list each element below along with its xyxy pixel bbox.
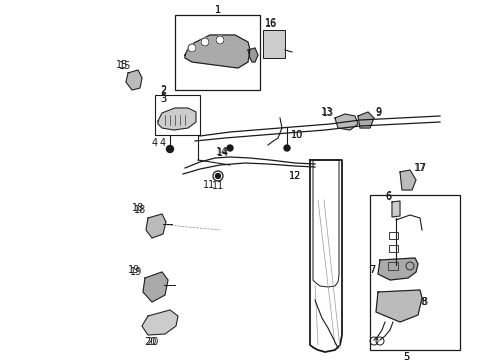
Text: 5: 5 xyxy=(403,352,409,360)
Text: 14: 14 xyxy=(216,147,228,157)
Text: 13: 13 xyxy=(321,107,333,117)
Text: 7: 7 xyxy=(369,265,375,275)
Circle shape xyxy=(201,38,209,46)
Text: 1: 1 xyxy=(215,5,221,15)
Text: 6: 6 xyxy=(385,191,391,201)
Text: 11: 11 xyxy=(203,180,215,190)
Polygon shape xyxy=(185,35,250,68)
Circle shape xyxy=(216,174,220,179)
Text: 19: 19 xyxy=(130,267,142,277)
Text: 14: 14 xyxy=(217,148,229,158)
Bar xyxy=(263,30,285,58)
Text: 15: 15 xyxy=(119,61,131,71)
Circle shape xyxy=(216,36,224,44)
Polygon shape xyxy=(335,114,358,130)
Text: 13: 13 xyxy=(322,108,334,118)
Polygon shape xyxy=(400,170,416,190)
Text: 9: 9 xyxy=(375,108,381,118)
Bar xyxy=(388,262,398,270)
Text: 12: 12 xyxy=(289,171,301,181)
Text: 16: 16 xyxy=(265,19,277,29)
Circle shape xyxy=(227,145,233,151)
Polygon shape xyxy=(248,48,258,62)
Text: 10: 10 xyxy=(291,130,303,140)
Polygon shape xyxy=(392,201,400,217)
Text: 17: 17 xyxy=(414,163,426,173)
Text: 18: 18 xyxy=(134,205,146,215)
Text: 6: 6 xyxy=(385,192,391,202)
Text: 15: 15 xyxy=(116,60,128,70)
Text: 2: 2 xyxy=(160,85,166,95)
Text: 3: 3 xyxy=(160,94,166,104)
Text: 8: 8 xyxy=(420,297,426,307)
Bar xyxy=(370,195,460,350)
Text: 3: 3 xyxy=(160,94,166,104)
Circle shape xyxy=(167,145,173,153)
Polygon shape xyxy=(142,310,178,335)
Text: 8: 8 xyxy=(421,297,427,307)
Text: 17: 17 xyxy=(415,163,427,173)
Text: 10: 10 xyxy=(291,130,303,140)
Circle shape xyxy=(284,145,290,151)
Text: 11: 11 xyxy=(212,181,224,191)
Text: 19: 19 xyxy=(128,265,140,275)
Bar xyxy=(389,245,398,252)
Text: 9: 9 xyxy=(375,107,381,117)
Circle shape xyxy=(188,44,196,52)
Polygon shape xyxy=(378,258,418,280)
Bar xyxy=(175,15,260,90)
Text: 7: 7 xyxy=(369,265,375,275)
Bar xyxy=(389,232,398,239)
Polygon shape xyxy=(158,108,196,130)
Text: 4: 4 xyxy=(152,138,158,148)
Polygon shape xyxy=(146,214,166,238)
Text: 1: 1 xyxy=(215,5,221,15)
Text: 4: 4 xyxy=(160,138,166,148)
Text: 18: 18 xyxy=(132,203,144,213)
Text: 2: 2 xyxy=(160,86,166,96)
Bar xyxy=(155,95,200,135)
Polygon shape xyxy=(358,112,374,128)
Polygon shape xyxy=(126,70,142,90)
Polygon shape xyxy=(143,272,168,302)
Polygon shape xyxy=(376,290,422,322)
Text: 12: 12 xyxy=(289,171,301,181)
Text: 16: 16 xyxy=(265,18,277,28)
Text: 20: 20 xyxy=(144,337,156,347)
Text: 20: 20 xyxy=(146,337,158,347)
Text: 5: 5 xyxy=(403,352,409,360)
